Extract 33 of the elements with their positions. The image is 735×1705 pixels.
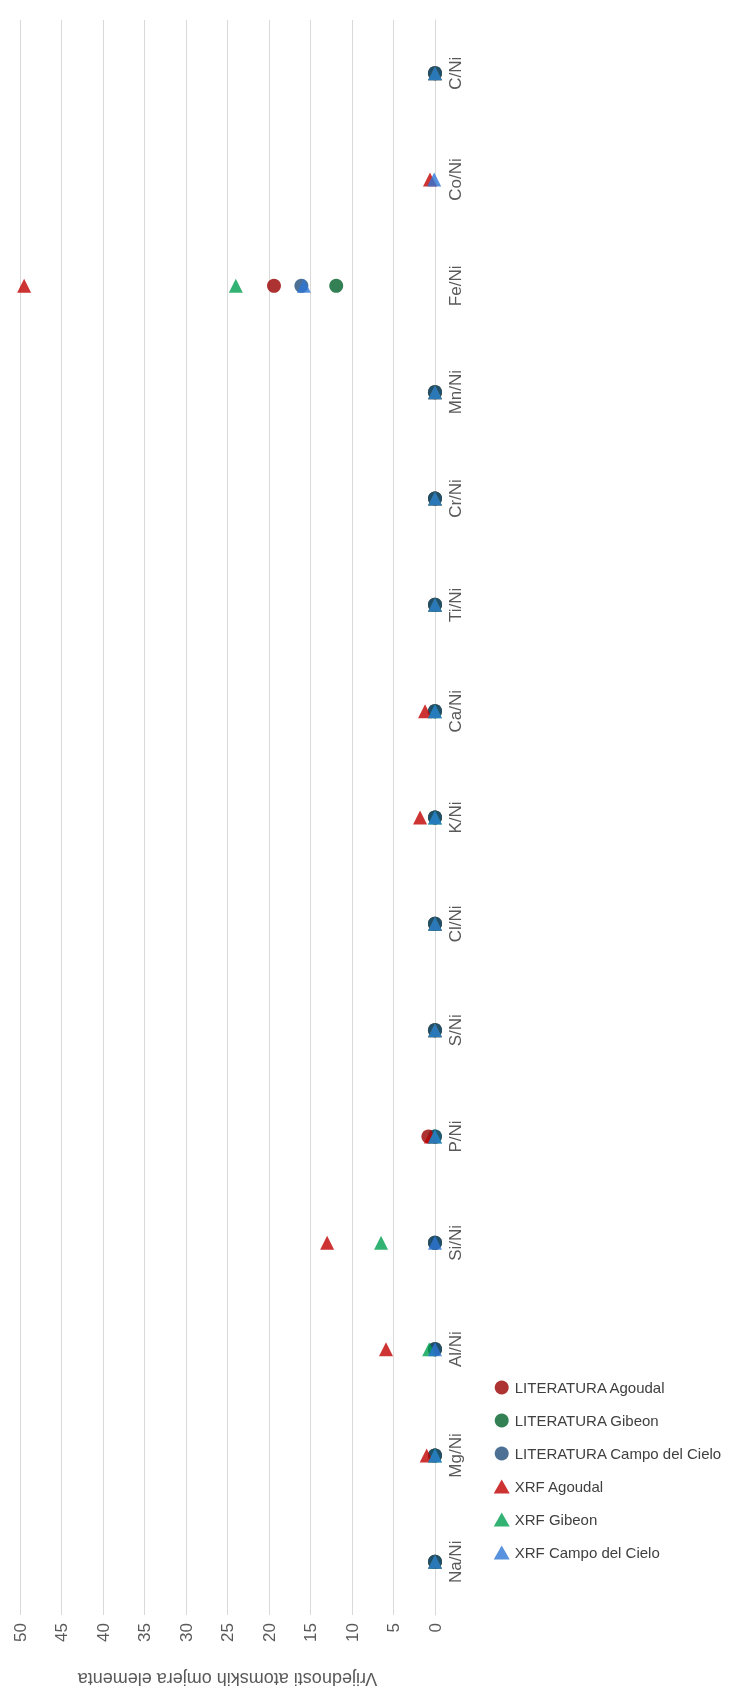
y-tick-label: Ca/Ni	[446, 689, 465, 733]
x-tick-label: 30	[176, 1623, 196, 1642]
y-tick-label: Na/Ni	[446, 1540, 465, 1584]
x-tick-label: 50	[10, 1623, 30, 1642]
y-tick-label: Mn/Ni	[446, 369, 465, 415]
x-tick-label: 15	[301, 1623, 320, 1642]
x-axis-title: Vrijednosti atomskih omjera elementa	[76, 1669, 378, 1689]
x-tick-label: 0	[425, 1623, 445, 1633]
legend-label: LITERATURA Campo del Cielo	[514, 1445, 722, 1462]
x-tick-label: 40	[93, 1623, 113, 1642]
legend-label: XRF Agoudal	[514, 1478, 604, 1495]
x-tick-label: 45	[52, 1623, 71, 1642]
y-tick-label: Si/Ni	[446, 1224, 465, 1261]
y-tick-label: P/Ni	[446, 1120, 465, 1153]
x-tick-label: 20	[259, 1623, 279, 1642]
x-tick-label: 35	[135, 1623, 154, 1642]
y-tick-label: Al/Ni	[446, 1331, 465, 1368]
legend-label: LITERATURA Gibeon	[514, 1412, 659, 1429]
legend-label: XRF Gibeon	[514, 1511, 598, 1528]
y-tick-label: S/Ni	[446, 1014, 465, 1047]
x-tick-label: 10	[342, 1623, 362, 1642]
legend-label: XRF Campo del Cielo	[514, 1544, 660, 1561]
y-tick-label: Cl/Ni	[446, 905, 465, 943]
legend-label: LITERATURA Agoudal	[514, 1379, 665, 1396]
y-tick-label: Co/Ni	[446, 158, 465, 201]
x-tick-label: 25	[218, 1623, 237, 1642]
y-tick-label: Ti/Ni	[446, 587, 465, 622]
y-tick-label: Fe/Ni	[446, 265, 465, 307]
x-tick-label: 5	[384, 1623, 403, 1633]
y-tick-label: C/Ni	[446, 56, 465, 90]
y-tick-label: Cr/Ni	[446, 479, 465, 518]
y-tick-label: K/Ni	[446, 801, 465, 834]
y-tick-label: Mg/Ni	[446, 1433, 465, 1478]
